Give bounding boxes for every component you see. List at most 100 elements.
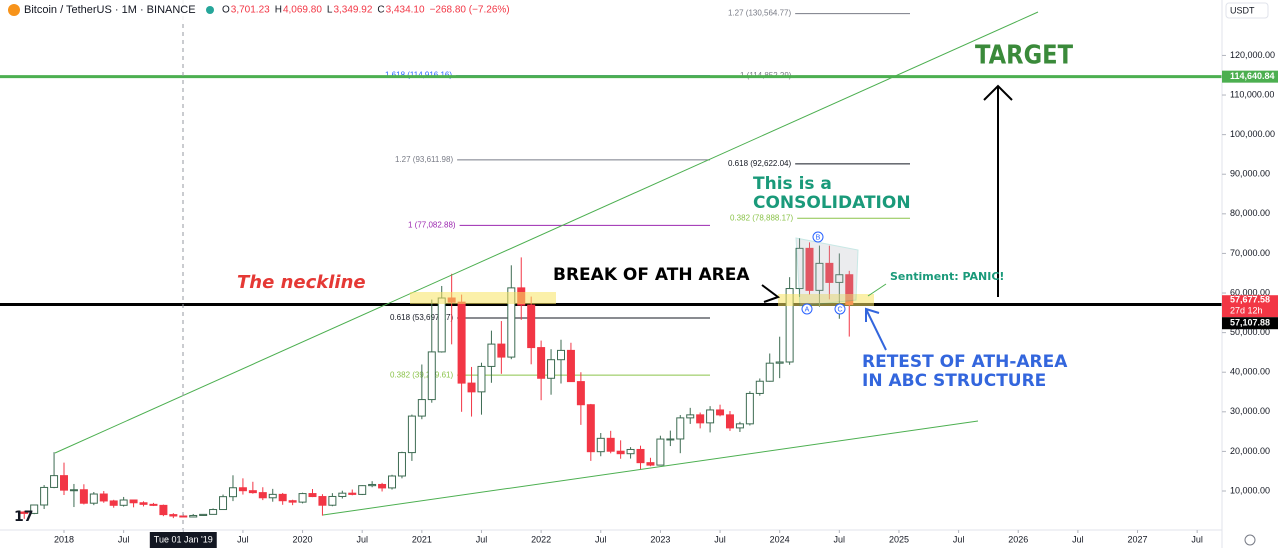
price-tag-label: 114,640.84 xyxy=(1230,71,1275,81)
price-axis xyxy=(1222,0,1280,548)
candle-body xyxy=(99,493,108,502)
x-tick-label: Jul xyxy=(595,534,607,544)
ohlc-value: 4,069.80 xyxy=(283,5,322,16)
x-tick-label: 2020 xyxy=(293,534,313,544)
annotation: This is a xyxy=(753,174,832,194)
ohlc-label: H xyxy=(275,5,282,16)
candle-body xyxy=(487,343,496,367)
candle-body xyxy=(755,380,764,394)
annotation: Sentiment: PANIC! xyxy=(890,270,1004,283)
candle-body xyxy=(268,493,277,499)
annotation: The neckline xyxy=(237,272,366,293)
price-tag xyxy=(1222,317,1278,330)
annotation: BREAK OF ATH AREA xyxy=(553,265,750,285)
candle-body xyxy=(596,437,605,453)
candle-body xyxy=(716,409,725,416)
symbol-icon xyxy=(8,4,20,16)
candle-body xyxy=(348,492,357,495)
annotation: RETEST OF ATH-AREA xyxy=(862,352,1068,372)
y-tick-label: 30,000.00 xyxy=(1230,406,1270,416)
x-tick-label: Jul xyxy=(834,534,846,544)
candle-body xyxy=(119,499,128,506)
x-tick-label: Tue 01 Jan '19 xyxy=(154,534,213,544)
candle-body xyxy=(69,489,78,492)
candle-body xyxy=(586,404,595,453)
y-tick-label: 100,000.00 xyxy=(1230,129,1275,139)
fib-label: 0.382 (78,888.17) xyxy=(730,213,793,222)
x-tick-label: Jul xyxy=(1191,534,1203,544)
candle-body xyxy=(278,493,287,502)
y-tick-label: 90,000.00 xyxy=(1230,169,1270,179)
candle-body xyxy=(89,493,98,504)
candle-body xyxy=(228,487,237,498)
logo: 17 xyxy=(14,509,33,525)
x-tick-label: 2021 xyxy=(412,534,432,544)
currency-button[interactable] xyxy=(1225,2,1269,19)
candle-body xyxy=(318,496,327,506)
candle-body xyxy=(388,475,397,489)
x-tick-label: 2018 xyxy=(54,534,74,544)
candle-body xyxy=(30,504,39,514)
x-tick-label: 2025 xyxy=(889,534,909,544)
last-price-label: 57,677.58 xyxy=(1230,295,1270,305)
candle-body xyxy=(40,486,49,506)
candle-body xyxy=(79,489,88,504)
candle-body xyxy=(497,343,506,358)
annotation: CONSOLIDATION xyxy=(753,193,911,213)
candle-body xyxy=(179,515,188,518)
abc-marker xyxy=(801,303,813,315)
countdown: 27d 12h xyxy=(1230,306,1263,316)
ohlc-label: C xyxy=(377,5,384,16)
header-bg xyxy=(0,0,560,20)
candle-body xyxy=(576,381,585,406)
status-dot xyxy=(206,6,214,14)
x-tick-label: 2023 xyxy=(650,534,670,544)
candle-body xyxy=(427,351,436,401)
settings-icon[interactable] xyxy=(1244,534,1256,546)
x-tick-label: Jul xyxy=(118,534,130,544)
candle-body xyxy=(646,462,655,466)
fib-label: 0.618 (53,697.27) xyxy=(390,313,453,322)
y-tick-label: 80,000.00 xyxy=(1230,208,1270,218)
candle-body xyxy=(835,274,844,283)
x-tick-label: 2022 xyxy=(531,534,551,544)
candle-body xyxy=(258,492,267,499)
x-tick-label: Jul xyxy=(1072,534,1084,544)
crosshair-date-bg xyxy=(149,532,217,548)
annotation: IN ABC STRUCTURE xyxy=(862,371,1046,391)
upper-trendline xyxy=(54,11,1039,454)
candle-body xyxy=(60,475,68,491)
candle-body xyxy=(666,438,675,441)
symbol[interactable]: Bitcoin / TetherUS · 1M · BINANCE xyxy=(24,4,196,16)
candle-body xyxy=(706,409,715,424)
candle-body xyxy=(308,493,317,498)
y-tick-label: 40,000.00 xyxy=(1230,367,1270,377)
candle-body xyxy=(169,514,178,517)
candle-body xyxy=(745,392,754,425)
y-tick-label: 50,000.00 xyxy=(1230,327,1270,337)
x-tick-label: Jul xyxy=(476,534,488,544)
annotation: TARGET xyxy=(975,41,1073,71)
candle-body xyxy=(219,496,228,511)
break-arrow xyxy=(761,284,781,303)
currency[interactable]: USDT xyxy=(1230,5,1255,15)
abc-label: C xyxy=(837,306,842,313)
retest-arrow xyxy=(865,308,887,351)
ohlc-value: 3,349.92 xyxy=(333,5,372,16)
abc-marker xyxy=(834,303,846,315)
candle-body xyxy=(795,247,804,290)
candle-body xyxy=(696,414,705,424)
candle-body xyxy=(457,301,466,384)
last-price-tag xyxy=(1222,295,1278,318)
candle-body xyxy=(656,438,665,466)
fib-label: 1.27 (93,611.98) xyxy=(395,155,453,164)
candle-body xyxy=(298,493,307,503)
candle-body xyxy=(338,492,347,497)
abc-label: B xyxy=(816,234,821,241)
candle-body xyxy=(437,297,446,353)
x-tick-label: Jul xyxy=(237,534,249,544)
candle-body xyxy=(50,475,59,488)
ohlc: O 3,701.23 H 4,069.80 L 3,349.92 C 3,434.10 −268… xyxy=(222,5,510,16)
sentiment-arrow xyxy=(867,283,887,297)
candle-body xyxy=(129,499,138,504)
